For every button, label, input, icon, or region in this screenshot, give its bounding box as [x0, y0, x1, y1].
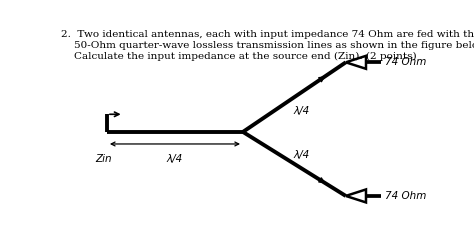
Text: λ/4: λ/4: [293, 150, 310, 161]
Text: 74 Ohm: 74 Ohm: [385, 57, 427, 67]
Text: λ/4: λ/4: [293, 106, 310, 116]
Text: Zin: Zin: [95, 154, 112, 164]
Text: 2.  Two identical antennas, each with input impedance 74 Ohm are fed with three : 2. Two identical antennas, each with inp…: [61, 30, 474, 39]
Text: 74 Ohm: 74 Ohm: [385, 191, 427, 201]
Text: Calculate the input impedance at the source end (Zin). (2 points): Calculate the input impedance at the sou…: [61, 52, 417, 61]
Text: 50-Ohm quarter-wave lossless transmission lines as shown in the figure below.: 50-Ohm quarter-wave lossless transmissio…: [61, 41, 474, 50]
Text: λ/4: λ/4: [167, 154, 183, 164]
